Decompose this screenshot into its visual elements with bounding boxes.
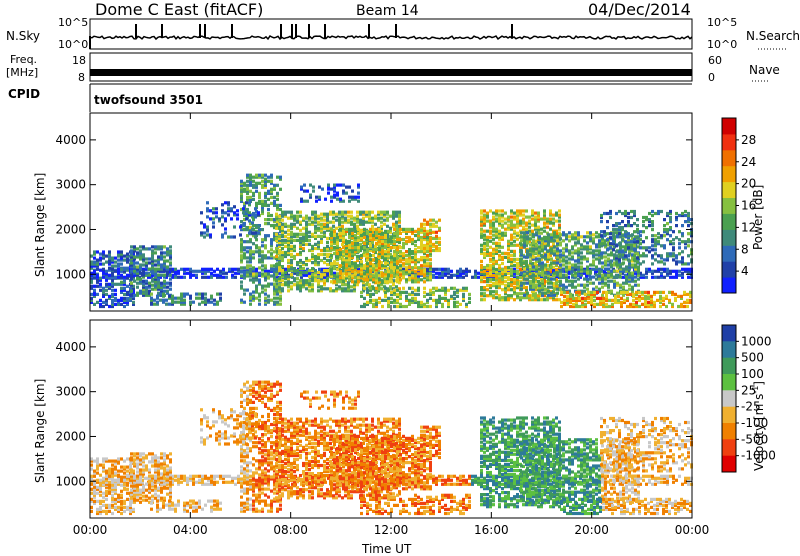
xtick-label: 16:00 [474, 523, 509, 537]
velocity-colorbar-tick-label: 100 [741, 367, 764, 381]
power-ytick-label: 3000 [55, 178, 86, 192]
power-ytick-label: 4000 [55, 133, 86, 147]
velocity-colorbar-tick-label: 25 [741, 383, 756, 397]
xtick-label: 08:00 [273, 523, 308, 537]
power-colorbar-cell [722, 214, 736, 230]
freq-panel [90, 53, 692, 81]
xtick-label: 00:00 [675, 523, 710, 537]
velocity-ytick-label: 4000 [55, 340, 86, 354]
velocity-colorbar-cell [722, 358, 736, 375]
power-colorbar-tick-label: 16 [741, 199, 756, 213]
power-colorbar-cell [722, 261, 736, 277]
power-colorbar-cell [722, 118, 736, 134]
xtick-label: 20:00 [574, 523, 609, 537]
velocity-colorbar-cell [722, 439, 736, 456]
velocity-colorbar-tick-label: 500 [741, 351, 764, 365]
power-colorbar-cell [722, 277, 736, 293]
power-colorbar-tick-label: 20 [741, 177, 756, 191]
power-colorbar-cell [722, 182, 736, 198]
nsky-panel [90, 19, 692, 49]
velocity-colorbar-cell [722, 325, 736, 342]
velocity-colorbar-cell [722, 456, 736, 473]
xtick-label: 04:00 [173, 523, 208, 537]
velocity-colorbar-cell [722, 390, 736, 407]
xtick-label: 00:00 [73, 523, 108, 537]
power-ytick-label: 2000 [55, 222, 86, 236]
velocity-colorbar-cell [722, 374, 736, 391]
power-ytick-label: 1000 [55, 267, 86, 281]
power-colorbar-cell [722, 198, 736, 214]
velocity-colorbar-tick-label: 1000 [741, 334, 772, 348]
power-colorbar-tick-label: 24 [741, 155, 756, 169]
power-colorbar-cell [722, 245, 736, 261]
freq-trace [90, 69, 692, 76]
power-colorbar-tick-label: 12 [741, 220, 756, 234]
velocity-colorbar-cell [722, 423, 736, 440]
power-colorbar-cell [722, 134, 736, 150]
power-colorbar-cell [722, 229, 736, 245]
power-colorbar-tick-label: 28 [741, 133, 756, 147]
velocity-colorbar-tick-label: -25 [741, 400, 761, 414]
velocity-ytick-label: 1000 [55, 474, 86, 488]
power-colorbar-cell [722, 166, 736, 182]
power-colorbar-tick-label: 4 [741, 264, 749, 278]
nsky-trace [90, 36, 692, 39]
velocity-ytick-label: 3000 [55, 385, 86, 399]
velocity-colorbar-tick-label: -100 [741, 416, 768, 430]
power-colorbar-tick-label: 8 [741, 242, 749, 256]
velocity-ytick-label: 2000 [55, 429, 86, 443]
velocity-colorbar-cell [722, 341, 736, 358]
velocity-colorbar-tick-label: -1000 [741, 449, 776, 463]
power-colorbar-cell [722, 150, 736, 166]
xtick-label: 12:00 [374, 523, 409, 537]
velocity-colorbar-cell [722, 407, 736, 424]
velocity-colorbar-tick-label: -500 [741, 432, 768, 446]
